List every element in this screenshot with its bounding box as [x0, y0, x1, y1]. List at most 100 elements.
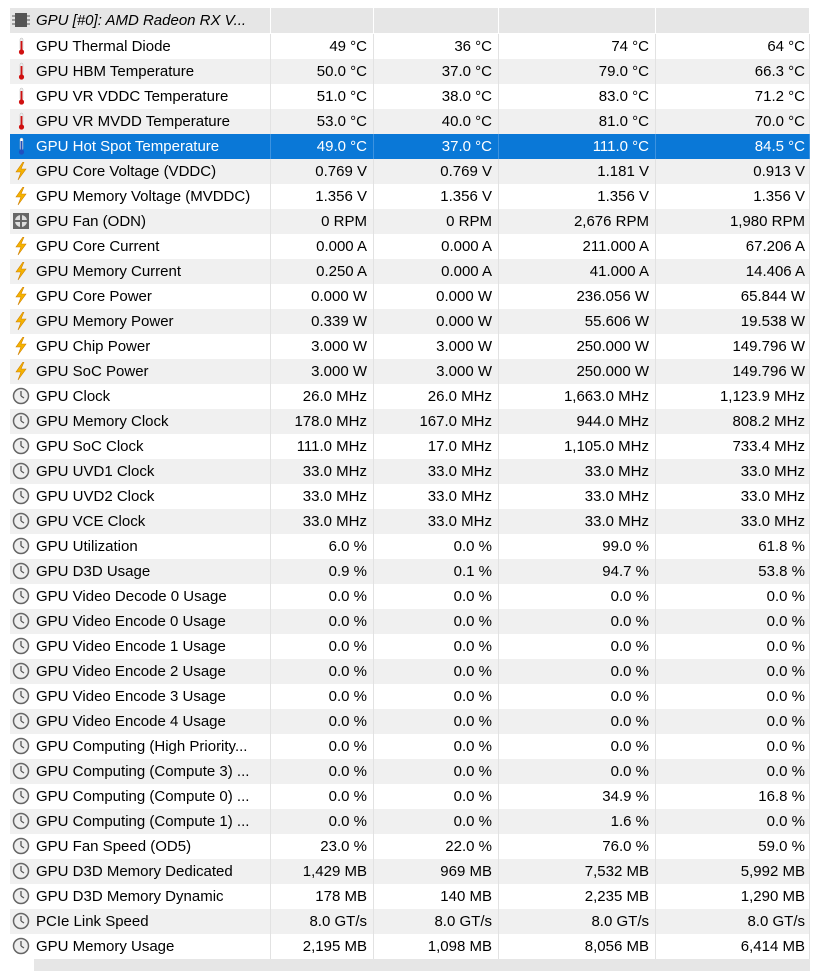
sensor-row[interactable]: GPU Chip Power 3.000 W 3.000 W 250.000 W 149… — [10, 334, 810, 359]
sensor-value: 0.0 % — [766, 588, 805, 605]
sensor-row[interactable]: GPU Video Encode 4 Usage 0.0 % 0.0 % 0.0 % 0… — [10, 709, 810, 734]
sensor-row[interactable]: GPU Computing (Compute 3) ... 0.0 % 0.0 % 0… — [10, 759, 810, 784]
sensor-value: 6,414 MB — [740, 938, 805, 955]
column-divider — [809, 484, 810, 509]
sensor-row[interactable]: GPU Video Encode 1 Usage 0.0 % 0.0 % 0.0 % 0… — [10, 634, 810, 659]
sensor-row[interactable]: GPU Clock 26.0 MHz 26.0 MHz 1,663.0 MHz 1,12… — [10, 384, 810, 409]
sensor-row[interactable]: GPU Hot Spot Temperature 49.0 °C 37.0 °C 11… — [10, 134, 810, 159]
sensor-value: 33.0 MHz — [584, 463, 649, 480]
sensor-icon — [15, 287, 27, 306]
sensor-row[interactable]: GPU UVD1 Clock 33.0 MHz 33.0 MHz 33.0 MHz 33… — [10, 459, 810, 484]
column-divider — [655, 834, 656, 859]
column-divider — [655, 634, 656, 659]
sensor-row[interactable]: GPU HBM Temperature 50.0 °C 37.0 °C 79.0 °C… — [10, 59, 810, 84]
sensor-row[interactable]: GPU VCE Clock 33.0 MHz 33.0 MHz 33.0 MHz 33.… — [10, 509, 810, 534]
sensor-row[interactable]: PCIe Link Speed 8.0 GT/s 8.0 GT/s 8.0 GT/s 8… — [10, 909, 810, 934]
sensor-row[interactable]: GPU UVD2 Clock 33.0 MHz 33.0 MHz 33.0 MHz 33… — [10, 484, 810, 509]
sensor-row[interactable]: GPU Video Encode 2 Usage 0.0 % 0.0 % 0.0 % 0… — [10, 659, 810, 684]
sensor-value: 22.0 % — [445, 838, 492, 855]
sensor-row[interactable]: GPU Memory Voltage (MVDDC) 1.356 V 1.356 V… — [10, 184, 810, 209]
sensor-name: GPU Core Current — [36, 238, 160, 255]
sensor-row[interactable]: GPU Memory Current 0.250 A 0.000 A 41.000 A… — [10, 259, 810, 284]
group-header[interactable]: GPU [#0]: AMD Radeon RX V... — [10, 8, 810, 33]
sensor-row[interactable]: GPU Video Encode 0 Usage 0.0 % 0.0 % 0.0 % 0… — [10, 609, 810, 634]
column-divider — [809, 284, 810, 309]
sensor-name: GPU D3D Usage — [36, 563, 151, 580]
sensor-row[interactable]: GPU D3D Memory Dedicated 1,429 MB 969 MB 7,… — [10, 859, 810, 884]
column-divider — [373, 609, 374, 634]
sensor-row[interactable]: GPU Computing (Compute 0) ... 0.0 % 0.0 % 3… — [10, 784, 810, 809]
column-divider — [809, 459, 810, 484]
column-divider — [809, 8, 810, 33]
column-divider — [373, 834, 374, 859]
sensor-icon — [18, 137, 25, 155]
sensor-row[interactable]: GPU Memory Usage 2,195 MB 1,098 MB 8,056 MB… — [10, 934, 810, 959]
column-divider — [498, 634, 499, 659]
sensor-value: 33.0 MHz — [427, 513, 492, 530]
column-divider — [655, 659, 656, 684]
sensor-row[interactable]: GPU Memory Clock 178.0 MHz 167.0 MHz 944.0 … — [10, 409, 810, 434]
sensor-value: 149.796 W — [732, 338, 805, 355]
column-divider — [498, 459, 499, 484]
sensor-value: 0.0 % — [610, 763, 649, 780]
column-divider — [809, 434, 810, 459]
sensor-value: 0.0 % — [766, 813, 805, 830]
sensor-icon — [15, 187, 27, 206]
sensor-row[interactable]: GPU Memory Power 0.339 W 0.000 W 55.606 W 19… — [10, 309, 810, 334]
sensor-icon — [12, 562, 30, 580]
sensor-row[interactable]: GPU Core Current 0.000 A 0.000 A 211.000 A 6… — [10, 234, 810, 259]
column-divider — [655, 309, 656, 334]
sensor-value: 53.8 % — [758, 563, 805, 580]
sensor-row[interactable]: GPU Thermal Diode 49 °C 36 °C 74 °C 64 °C — [10, 34, 810, 59]
column-divider — [809, 784, 810, 809]
sensor-row[interactable]: GPU VR MVDD Temperature 53.0 °C 40.0 °C 81.… — [10, 109, 810, 134]
sensor-value: 49.0 °C — [316, 138, 367, 155]
sensor-value: 16.8 % — [758, 788, 805, 805]
sensor-icon — [12, 637, 30, 655]
column-divider — [270, 834, 271, 859]
column-divider — [655, 59, 656, 84]
sensor-value: 0.0 % — [453, 688, 492, 705]
column-divider — [270, 609, 271, 634]
sensor-value: 0.0 % — [453, 538, 492, 555]
sensor-value: 969 MB — [440, 863, 492, 880]
column-divider — [809, 359, 810, 384]
column-divider — [498, 109, 499, 134]
sensor-row[interactable]: GPU Video Decode 0 Usage 0.0 % 0.0 % 0.0 % 0… — [10, 584, 810, 609]
sensor-icon — [15, 262, 27, 281]
sensor-row[interactable]: GPU Computing (Compute 1) ... 0.0 % 0.0 % 1… — [10, 809, 810, 834]
sensor-row[interactable]: GPU SoC Power 3.000 W 3.000 W 250.000 W 149.… — [10, 359, 810, 384]
sensor-row[interactable]: GPU Utilization 6.0 % 0.0 % 99.0 % 61.8 % — [10, 534, 810, 559]
sensor-row[interactable]: GPU Video Encode 3 Usage 0.0 % 0.0 % 0.0 % 0… — [10, 684, 810, 709]
sensor-name: GPU D3D Memory Dynamic — [36, 888, 224, 905]
sensor-value: 74 °C — [611, 38, 649, 55]
sensor-value: 65.844 W — [740, 288, 805, 305]
sensor-row[interactable]: GPU D3D Usage 0.9 % 0.1 % 94.7 % 53.8 % — [10, 559, 810, 584]
sensor-name: GPU Video Encode 1 Usage — [36, 638, 226, 655]
sensor-row[interactable]: GPU Fan (ODN) 0 RPM 0 RPM 2,676 RPM 1,980 RP… — [10, 209, 810, 234]
column-divider — [498, 534, 499, 559]
column-divider — [655, 684, 656, 709]
column-divider — [373, 234, 374, 259]
sensor-value: 8,056 MB — [584, 938, 649, 955]
column-divider — [373, 559, 374, 584]
sensor-row[interactable]: GPU Computing (High Priority... 0.0 % 0.0 … — [10, 734, 810, 759]
sensor-value: 33.0 MHz — [740, 513, 805, 530]
sensor-value: 0.9 % — [328, 563, 367, 580]
sensor-icon — [12, 487, 30, 505]
sensor-value: 0.000 W — [311, 288, 367, 305]
sensor-row[interactable]: GPU Core Voltage (VDDC) 0.769 V 0.769 V 1.1… — [10, 159, 810, 184]
column-divider — [373, 659, 374, 684]
column-divider — [809, 259, 810, 284]
sensor-value: 1,123.9 MHz — [719, 388, 805, 405]
sensor-row[interactable]: GPU Fan Speed (OD5) 23.0 % 22.0 % 76.0 % 59.… — [10, 834, 810, 859]
sensor-row[interactable]: GPU Core Power 0.000 W 0.000 W 236.056 W 65.… — [10, 284, 810, 309]
column-divider — [498, 59, 499, 84]
sensor-row[interactable]: GPU SoC Clock 111.0 MHz 17.0 MHz 1,105.0 MH… — [10, 434, 810, 459]
sensor-value: 0.0 % — [766, 638, 805, 655]
sensor-row[interactable]: GPU D3D Memory Dynamic 178 MB 140 MB 2,235 … — [10, 884, 810, 909]
sensor-value: 8.0 GT/s — [309, 913, 367, 930]
sensor-row[interactable]: GPU VR VDDC Temperature 51.0 °C 38.0 °C 83.… — [10, 84, 810, 109]
column-divider — [498, 209, 499, 234]
sensor-icon — [12, 512, 30, 530]
